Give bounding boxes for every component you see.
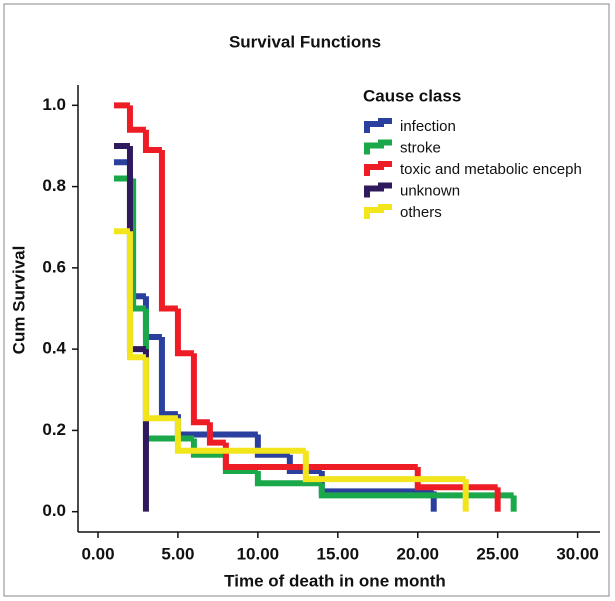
- y-tick-label: 0.2: [42, 420, 66, 439]
- y-tick-label: 0.0: [42, 501, 66, 520]
- y-tick-label: 1.0: [42, 95, 66, 114]
- survival-step: [174, 418, 306, 454]
- y-tick-label: 0.6: [42, 257, 66, 276]
- legend-label: stroke: [400, 139, 441, 156]
- legend-swatch: [364, 182, 392, 198]
- survival-step: [142, 129, 162, 154]
- x-tick-label: 10.00: [237, 544, 280, 563]
- survival-step: [174, 308, 194, 357]
- y-axis-label: Cum Survival: [9, 246, 28, 355]
- legend-label: others: [400, 204, 442, 221]
- survival-step: [190, 353, 210, 426]
- survival-step: [318, 483, 514, 499]
- survival-step: [206, 422, 226, 446]
- y-tick-label: 0.8: [42, 176, 66, 195]
- x-tick-label: 15.00: [317, 544, 360, 563]
- legend-label: unknown: [400, 182, 460, 199]
- x-tick-label: 5.00: [161, 544, 194, 563]
- survival-step: [254, 471, 322, 487]
- legend-swatch: [364, 139, 392, 155]
- legend-swatch: [364, 204, 392, 219]
- survival-step: [126, 105, 146, 133]
- legend-title: Cause class: [363, 86, 461, 105]
- survival-step: [254, 434, 290, 458]
- survival-step: [286, 454, 322, 475]
- survival-step: [130, 178, 146, 312]
- legend-swatch: [364, 161, 392, 176]
- survival-step: [158, 150, 178, 312]
- x-tick-label: 20.00: [396, 544, 439, 563]
- legend-label: infection: [400, 118, 456, 135]
- chart-title: Survival Functions: [229, 32, 381, 51]
- survival-step: [126, 231, 146, 361]
- x-tick-label: 25.00: [476, 544, 519, 563]
- survival-step: [414, 466, 498, 491]
- x-tick-label: 30.00: [556, 544, 599, 563]
- survival-step: [142, 357, 178, 422]
- survival-step: [190, 438, 226, 458]
- survival-step: [302, 450, 466, 483]
- x-axis-label: Time of death in one month: [224, 571, 446, 590]
- survival-step: [174, 414, 258, 438]
- legend-swatch: [364, 118, 392, 133]
- survival-step: [222, 442, 418, 470]
- legend-label: toxic and metabolic enceph: [400, 161, 582, 178]
- x-tick-label: 0.00: [81, 544, 114, 563]
- y-tick-label: 0.4: [42, 339, 66, 358]
- frame: [3, 3, 610, 597]
- survival-step: [158, 336, 178, 418]
